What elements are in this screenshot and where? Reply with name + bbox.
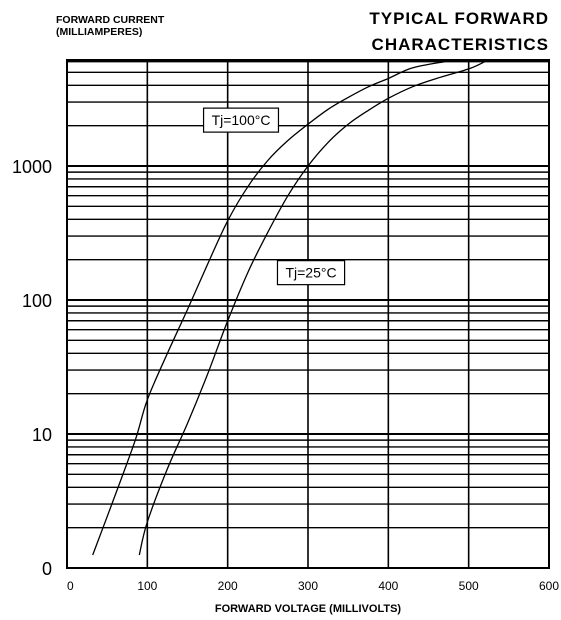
y-tick-label: 100 xyxy=(22,291,52,311)
annotation-box xyxy=(202,107,280,133)
x-tick-label: 500 xyxy=(459,579,479,593)
x-tick-label: 0 xyxy=(67,579,74,593)
plot-frame xyxy=(66,59,550,569)
x-axis-title: FORWARD VOLTAGE (MILLIVOLTS) xyxy=(215,603,402,615)
chart-title: TYPICAL FORWARD CHARACTERISTICS xyxy=(369,9,549,54)
y-tick-label: 1000 xyxy=(12,157,52,177)
y-tick-label: 10 xyxy=(32,425,52,445)
y-axis-title: FORWARD CURRENT (MILLIAMPERES) xyxy=(56,14,165,38)
x-tick-label: 300 xyxy=(298,579,318,593)
series-line-tj25 xyxy=(138,61,485,556)
series-line-tj100 xyxy=(92,61,445,556)
annotation-tj100: Tj=100°C xyxy=(202,107,280,133)
x-tick-label: 400 xyxy=(378,579,398,593)
annotation-label: Tj=100°C xyxy=(212,112,271,128)
series-group xyxy=(92,61,485,556)
annotation-label: Tj=25°C xyxy=(285,265,336,281)
annotation-tj25: Tj=25°C xyxy=(276,260,346,286)
y-tick-label: 0 xyxy=(42,559,52,579)
grid xyxy=(66,59,550,569)
annotation-box xyxy=(276,260,346,286)
annotation-group: Tj=100°C Tj=25°C xyxy=(202,107,346,286)
x-tick-label: 200 xyxy=(218,579,238,593)
x-tick-label: 100 xyxy=(137,579,157,593)
x-tick-label: 600 xyxy=(539,579,559,593)
